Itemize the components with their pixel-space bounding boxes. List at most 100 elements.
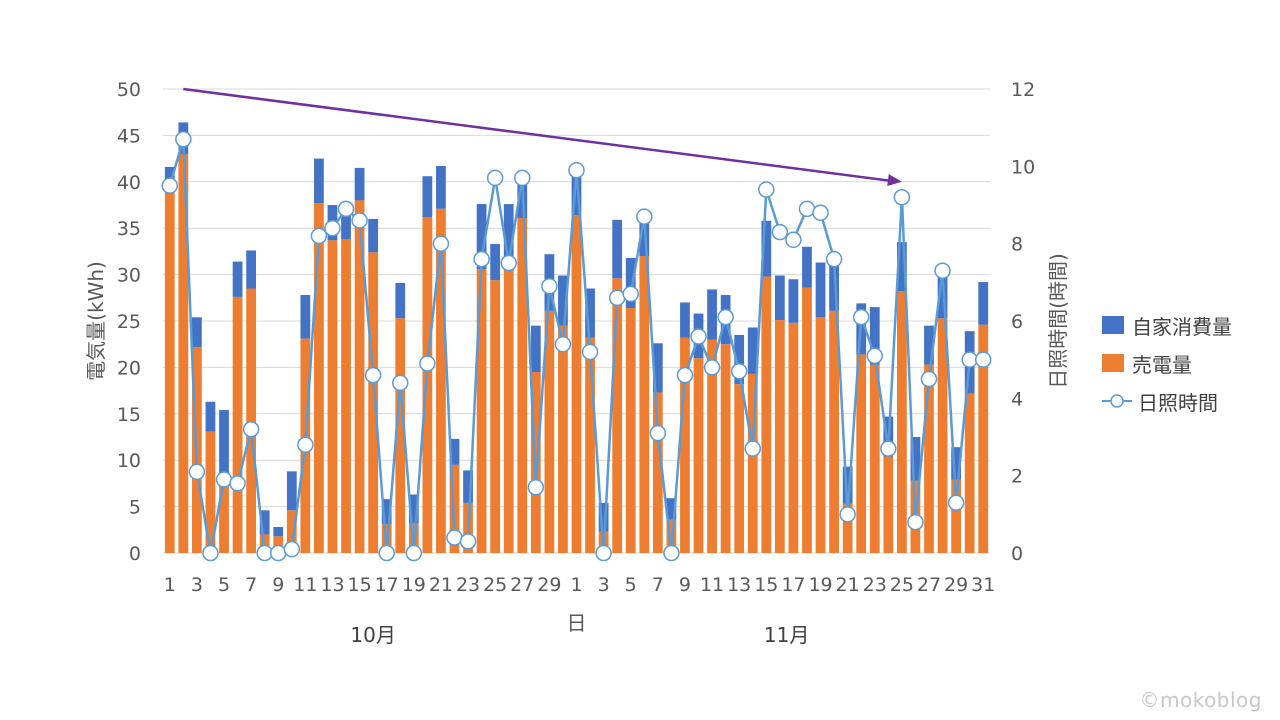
bar-self-consumption — [246, 250, 257, 289]
point-sunshine-hours — [161, 177, 179, 194]
bar-sold-power — [937, 318, 948, 553]
x-tick-label: 15 — [347, 574, 371, 596]
point-sunshine-hours — [283, 540, 301, 558]
bar-sold-power — [205, 431, 216, 553]
legend-label-sold-power: 売電量 — [1132, 352, 1192, 377]
point-sunshine-hours — [852, 308, 870, 326]
bar-sold-power — [856, 354, 867, 553]
bar-sold-power — [951, 479, 961, 553]
point-sunshine-hours — [608, 289, 626, 307]
bar-self-consumption — [259, 510, 270, 535]
x-tick-label: 11 — [700, 574, 724, 596]
bar-self-consumption — [341, 208, 351, 240]
x-tick-label: 15 — [754, 574, 778, 596]
point-sunshine-hours — [812, 204, 829, 221]
bar-sold-power — [164, 191, 175, 553]
legend-swatch-sold-power — [1102, 354, 1124, 372]
point-sunshine-hours — [920, 370, 938, 388]
bar-sold-power — [354, 200, 365, 554]
bar-sold-power — [924, 364, 934, 553]
bar-self-consumption — [490, 243, 501, 281]
y-right-axis-title: 日照時間(時間) — [1046, 253, 1070, 389]
point-sunshine-hours — [297, 436, 314, 453]
x-tick-label: 17 — [781, 574, 805, 596]
point-sunshine-hours — [486, 169, 504, 187]
bar-self-consumption — [422, 176, 433, 218]
point-sunshine-hours — [690, 328, 707, 345]
point-sunshine-hours — [744, 440, 761, 457]
y-right-tick-label: 12 — [1011, 79, 1035, 101]
bar-sold-power — [314, 203, 324, 554]
bar-sold-power — [476, 269, 487, 553]
bar-sold-power — [368, 252, 379, 553]
bar-sold-power — [747, 373, 758, 553]
point-sunshine-hours — [324, 219, 341, 237]
point-sunshine-hours — [541, 277, 558, 295]
bar-self-consumption — [625, 257, 636, 309]
point-sunshine-hours — [514, 169, 531, 187]
x-tick-label: 5 — [625, 574, 637, 596]
point-sunshine-hours — [419, 355, 436, 372]
point-sunshine-hours — [595, 544, 612, 562]
bar-self-consumption — [503, 204, 514, 269]
point-sunshine-hours — [392, 374, 409, 392]
bar-self-consumption — [395, 282, 406, 319]
bar-self-consumption — [354, 167, 365, 201]
point-sunshine-hours — [432, 235, 450, 252]
legend-label-self-consumption: 自家消費量 — [1132, 314, 1232, 339]
point-sunshine-hours — [459, 533, 477, 550]
bar-self-consumption — [598, 502, 609, 532]
y-left-tick-label: 0 — [129, 543, 141, 565]
legend-item-sold-power: 売電量 — [1102, 344, 1232, 382]
bar-sold-power — [273, 536, 284, 553]
bar-sold-power — [978, 324, 989, 553]
bar-self-consumption — [408, 494, 419, 524]
bar-sold-power — [707, 339, 717, 553]
bar-self-consumption — [978, 282, 989, 325]
bar-sold-power — [422, 217, 433, 553]
point-sunshine-hours — [663, 544, 680, 562]
bar-sold-power — [761, 276, 772, 553]
point-sunshine-hours — [175, 131, 192, 148]
bar-self-consumption — [666, 498, 677, 520]
bar-self-consumption — [232, 261, 243, 297]
point-sunshine-hours — [215, 471, 233, 488]
bar-self-consumption — [829, 258, 839, 311]
point-sunshine-hours — [188, 463, 206, 481]
y-right-tick-label: 4 — [1011, 388, 1023, 410]
point-sunshine-hours — [649, 424, 667, 442]
x-axis-title: 日 — [567, 611, 587, 635]
bar-self-consumption — [368, 218, 379, 253]
point-sunshine-hours — [880, 440, 897, 457]
x-tick-label: 1 — [570, 574, 582, 596]
x-tick-label: 7 — [652, 574, 664, 596]
y-right-tick-label: 10 — [1011, 156, 1035, 178]
point-sunshine-hours — [907, 513, 924, 531]
bar-self-consumption — [205, 401, 216, 432]
trend-arrow-head-icon — [887, 174, 902, 186]
point-sunshine-hours — [527, 479, 545, 496]
bar-sold-power — [842, 503, 853, 553]
x-tick-label: 5 — [218, 574, 230, 596]
y-left-tick-label: 40 — [117, 172, 141, 194]
bar-self-consumption — [680, 302, 690, 338]
x-tick-label: 21 — [836, 574, 860, 596]
point-sunshine-hours — [310, 227, 328, 245]
point-sunshine-hours — [961, 351, 978, 368]
bar-sold-power — [964, 393, 975, 553]
x-tick-label: 31 — [971, 574, 995, 596]
point-sunshine-hours — [703, 359, 721, 376]
bar-sold-power — [395, 318, 406, 553]
bar-sold-power — [734, 384, 745, 553]
x-tick-label: 23 — [456, 574, 480, 596]
y-right-tick-label: 0 — [1011, 543, 1023, 565]
x-tick-label: 13 — [727, 574, 751, 596]
legend: 自家消費量 売電量 日照時間 — [1102, 306, 1232, 420]
bar-sold-power — [490, 280, 501, 553]
watermark: ©mokoblog — [1139, 688, 1262, 712]
point-sunshine-hours — [934, 262, 951, 279]
legend-label-sunshine-hours: 日照時間 — [1138, 390, 1218, 415]
bar-self-consumption — [707, 289, 717, 340]
